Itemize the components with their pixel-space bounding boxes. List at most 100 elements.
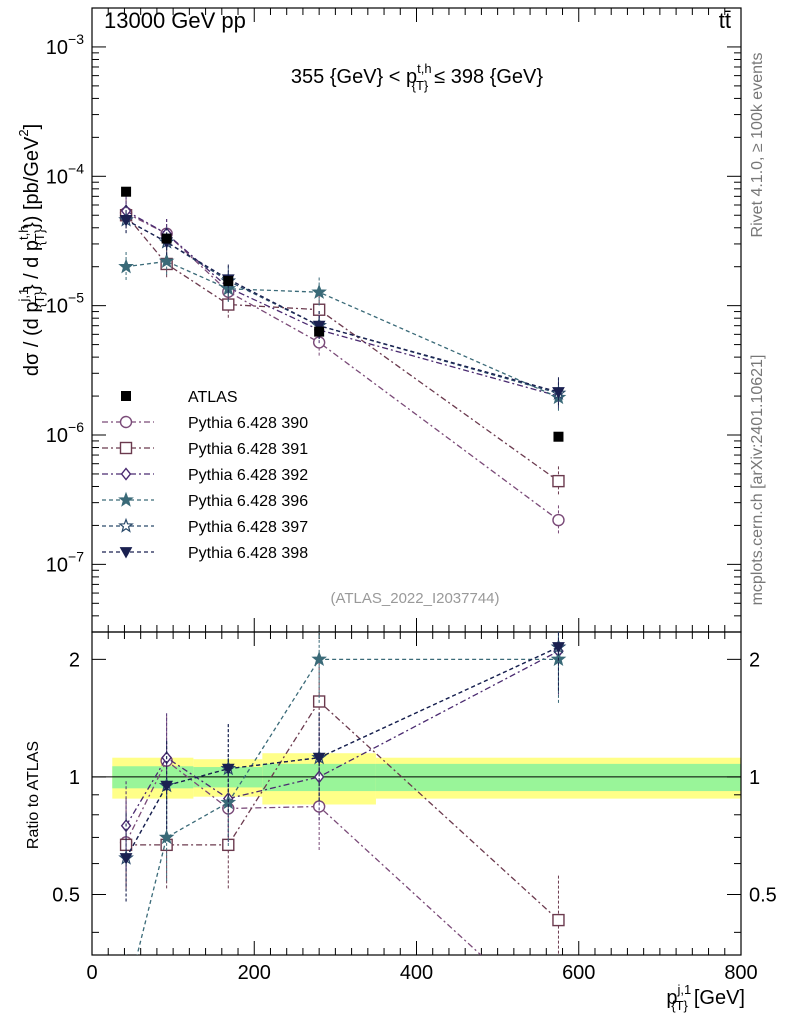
series-rpoint-5-3: [312, 752, 326, 765]
x-tick-label-400: 400: [400, 962, 433, 984]
series-layer: [118, 196, 567, 1005]
series-point-3-3: [311, 284, 327, 299]
ylabel-sup1: j,1: [16, 288, 31, 303]
series-point-0-4: [552, 513, 565, 527]
series-ratio-5: [119, 632, 565, 903]
ratio-tick-label-left-1: 1: [69, 767, 80, 789]
plot-title-sup: t,h: [417, 61, 431, 76]
ylabel-sub2: {T}: [32, 228, 47, 245]
series-rpoint-3-0: [120, 993, 132, 1005]
legend-marker-1: [119, 441, 133, 455]
series-main-5: [119, 205, 565, 407]
y-tick-exp-4: −7: [68, 548, 84, 564]
legend-label-3: Pythia 6.428 396: [188, 493, 308, 510]
legend-atlas-label: ATLAS: [188, 389, 238, 406]
ylabel-d: ]: [21, 124, 43, 130]
legend-label-4: Pythia 6.428 397: [188, 519, 308, 536]
legend-marker-5: [119, 547, 133, 559]
series-main-line-5: [125, 219, 559, 393]
series-ratio-3: [120, 632, 567, 1005]
y-tick-exp-1: −4: [68, 160, 84, 176]
series-main-line-3: [126, 260, 559, 399]
x-tick-label-0: 0: [86, 962, 97, 984]
atlas-point-3: [314, 326, 325, 337]
series-rpoint-5-4: [552, 642, 565, 654]
rivet-version-label: Rivet 4.1.0, ≥ 100k events: [749, 53, 766, 238]
header-right-label: tt̄: [719, 8, 731, 33]
y-tick-label-2: 10−5: [46, 290, 84, 318]
band-inner-3: [375, 763, 741, 792]
series-point-5-3: [312, 320, 326, 333]
y-tick-base-2: 10: [46, 296, 68, 318]
ratio-tick-label-right-0: 0.5: [749, 885, 777, 907]
legend-marker-0: [119, 415, 133, 429]
xlabel: pj,1 {T} [GeV]: [666, 982, 745, 1013]
plot-title-b: ≤ 398 {GeV}: [434, 66, 543, 88]
series-1: [119, 200, 565, 955]
y-tick-exp-0: −3: [68, 31, 84, 47]
legend-atlas-marker: [121, 391, 131, 401]
ratio-tick-label-left-0: 0.5: [52, 885, 80, 907]
x-tick-label-600: 600: [562, 962, 595, 984]
series-ratio-4: [118, 632, 567, 903]
series-ratio-line-1: [126, 700, 559, 921]
series-main-4: [118, 205, 567, 409]
series-point-3-0: [118, 258, 134, 274]
series-rpoint-5-1: [160, 780, 173, 793]
ratio-ylabel: Ratio to ATLAS: [25, 741, 42, 849]
series-main-line-2: [125, 210, 559, 397]
y-tick-base-0: 10: [46, 37, 68, 59]
legend-marker-4: [118, 517, 134, 533]
atlas-point-1: [161, 233, 172, 244]
series-rpoint-2-3: [313, 770, 325, 784]
series-point-3-1: [158, 253, 175, 268]
xlabel-a: p: [666, 987, 677, 1009]
series-main-0: [119, 198, 565, 535]
ratio-tick-label-right-1: 1: [749, 767, 760, 789]
atlas-point-0: [121, 186, 132, 197]
series-rpoint-5-0: [119, 853, 133, 865]
y-tick-base-1: 10: [46, 166, 68, 188]
y-tick-label-0: 10−3: [46, 31, 84, 59]
x-tick-label-200: 200: [238, 962, 271, 984]
x-tick-label-800: 800: [724, 962, 757, 984]
series-main-line-1: [125, 214, 559, 482]
series-ratio-line-5: [125, 646, 559, 859]
series-ratio-line-2: [125, 650, 559, 827]
series-point-1-4: [552, 474, 565, 488]
ylabel-a: dσ / (d p: [21, 302, 43, 377]
mcplots-label: mcplots.cern.ch [arXiv:2401.10621]: [749, 355, 766, 606]
series-ratio-2: [120, 632, 564, 871]
series-0: [119, 198, 565, 955]
series-point-5-0: [119, 215, 133, 227]
series-main-3: [118, 246, 567, 413]
ratio-tick-label-right-2: 2: [749, 649, 760, 671]
ylabel-sup2: t,h: [16, 226, 31, 240]
ylabel-c: }) [pb/GeV: [21, 136, 43, 229]
y-tick-base-4: 10: [46, 554, 68, 576]
xlabel-b: [GeV]: [694, 987, 745, 1009]
series-main-line-4: [125, 219, 559, 394]
ratio-tick-label-left-2: 2: [69, 649, 80, 671]
ylabel-sup3: 2: [16, 129, 31, 136]
main-frame: [91, 7, 742, 633]
y-tick-label-3: 10−6: [46, 419, 84, 447]
main-ylabel: dσ / (d pj,1{T}} / d pt,h{T}}) [pb/GeV2]: [16, 124, 47, 376]
y-tick-exp-3: −6: [68, 419, 84, 435]
legend: ATLAS Pythia 6.428 390 Pythia 6.428 391 Pyt…: [102, 389, 308, 562]
legend-marker-2: [120, 467, 132, 481]
legend-marker-3: [118, 491, 134, 507]
legend-label-0: Pythia 6.428 390: [188, 415, 308, 432]
series-rpoint-1-4: [552, 913, 565, 927]
legend-label-2: Pythia 6.428 392: [188, 467, 308, 484]
plot-title: 355 {GeV} < pt,h {T} ≤ 398 {GeV}: [291, 61, 543, 93]
series-rpoint-3-1: [158, 829, 175, 845]
y-tick-label-4: 10−7: [46, 548, 84, 576]
ylabel-sub1: {T}: [32, 291, 47, 308]
ylabel-b: } / d p: [21, 240, 43, 291]
y-tick-label-1: 10−4: [46, 160, 84, 188]
legend-label-5: Pythia 6.428 398: [188, 545, 308, 562]
series-ratio-1: [119, 656, 565, 955]
legend-label-1: Pythia 6.428 391: [188, 441, 308, 458]
y-tick-exp-2: −5: [68, 290, 84, 306]
